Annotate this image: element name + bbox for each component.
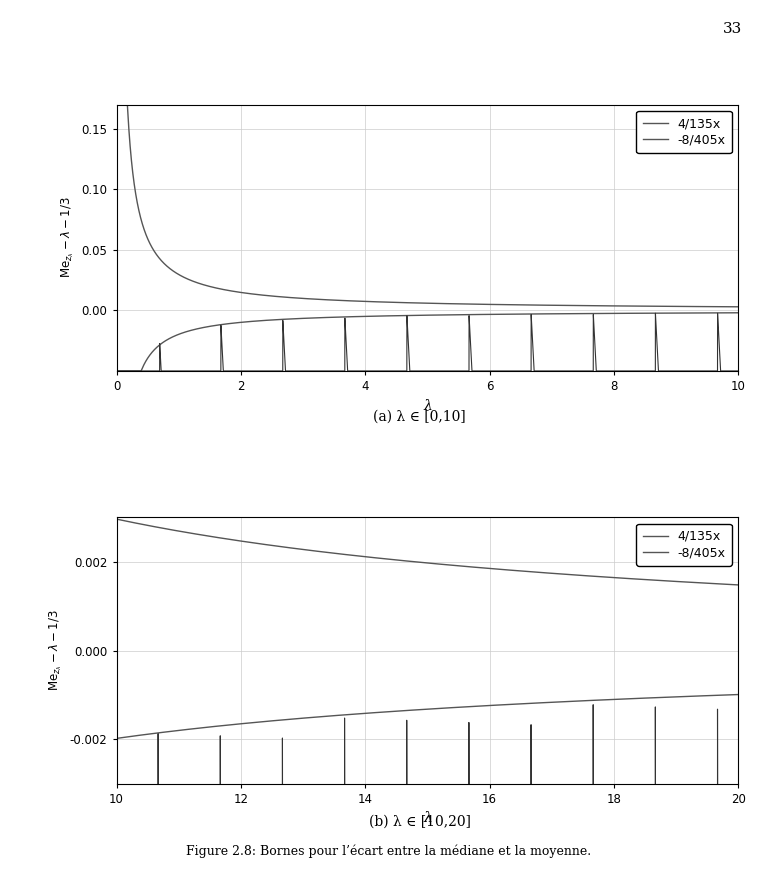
Text: (b) λ ∈ [10,20]: (b) λ ∈ [10,20] — [368, 814, 471, 828]
4/135x — [733, 580, 743, 591]
4/135x — [267, 540, 276, 550]
4/135x — [112, 99, 121, 110]
-8/405x — [149, 345, 159, 355]
-8/405x — [693, 691, 702, 701]
-8/405x — [234, 317, 243, 327]
Line: -8/405x: -8/405x — [117, 313, 738, 371]
4/135x — [733, 301, 743, 312]
4/135x — [557, 569, 566, 579]
-8/405x — [406, 705, 415, 715]
X-axis label: λ: λ — [423, 399, 432, 413]
Legend: 4/135x, -8/405x: 4/135x, -8/405x — [636, 523, 732, 566]
4/135x — [234, 287, 243, 297]
-8/405x — [733, 307, 743, 318]
-8/405x — [138, 363, 147, 374]
4/135x — [701, 301, 710, 312]
-8/405x — [557, 697, 566, 707]
Y-axis label: $\mathrm{Me}_{z_\lambda} - \lambda - 1/3$: $\mathrm{Me}_{z_\lambda} - \lambda - 1/3… — [59, 197, 76, 279]
Text: (a) λ ∈ [0,10]: (a) λ ∈ [0,10] — [373, 410, 466, 424]
Line: 4/135x: 4/135x — [117, 519, 738, 585]
-8/405x — [701, 307, 710, 318]
-8/405x — [267, 716, 276, 726]
Y-axis label: $\mathrm{Me}_{z_\lambda} - \lambda - 1/3$: $\mathrm{Me}_{z_\lambda} - \lambda - 1/3… — [47, 610, 64, 692]
4/135x — [115, 99, 124, 110]
-8/405x — [733, 689, 743, 699]
-8/405x — [112, 733, 121, 744]
4/135x — [488, 564, 497, 574]
Line: 4/135x: 4/135x — [117, 105, 738, 307]
-8/405x — [511, 699, 521, 709]
4/135x — [693, 577, 702, 588]
4/135x — [149, 246, 159, 256]
4/135x — [511, 565, 521, 576]
Text: Figure 2.8: Bornes pour l’écart entre la médiane et la moyenne.: Figure 2.8: Bornes pour l’écart entre la… — [186, 845, 591, 858]
4/135x — [416, 298, 425, 308]
-8/405x — [488, 700, 497, 711]
X-axis label: λ: λ — [423, 812, 432, 826]
4/135x — [112, 514, 121, 524]
Line: -8/405x: -8/405x — [117, 694, 738, 739]
Text: 33: 33 — [723, 22, 742, 36]
Legend: 4/135x, -8/405x: 4/135x, -8/405x — [636, 111, 732, 153]
4/135x — [406, 557, 415, 567]
-8/405x — [416, 310, 425, 321]
4/135x — [138, 219, 147, 229]
-8/405x — [115, 366, 124, 376]
-8/405x — [112, 366, 121, 376]
